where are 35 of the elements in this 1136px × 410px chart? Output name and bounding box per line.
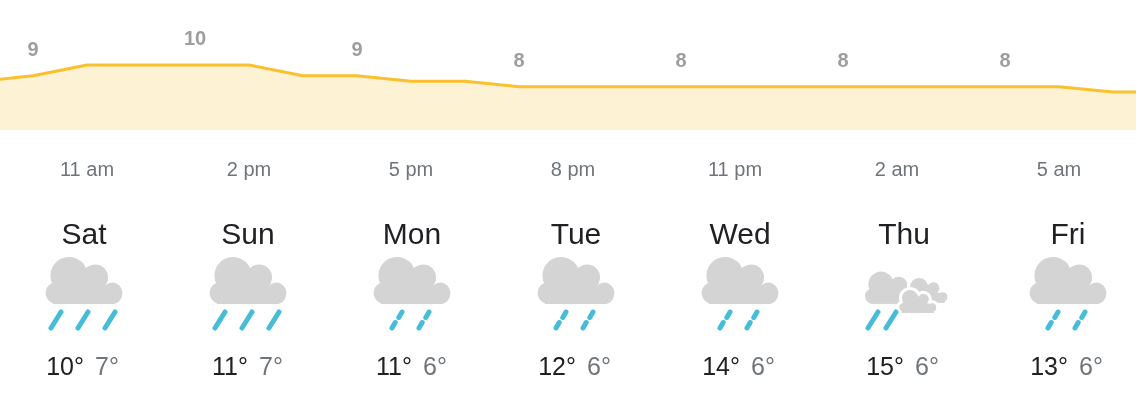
data-label: 13°	[1030, 351, 1068, 380]
data-label: 7°	[95, 351, 119, 380]
category-label: Mon	[382, 216, 442, 250]
x-tick-label: 5 am	[1036, 158, 1082, 180]
data-label: 12°	[538, 351, 576, 380]
data-label: 6°	[1079, 351, 1103, 380]
data-label: 8	[675, 48, 687, 71]
category-label: Tue	[550, 216, 602, 250]
x-tick-label: 2 pm	[226, 158, 272, 180]
x-tick-label: 8 pm	[550, 158, 596, 180]
data-label: 14°	[702, 351, 740, 380]
data-label: 10°	[46, 351, 84, 380]
data-label: 8	[513, 48, 525, 71]
data-label: 8	[999, 48, 1011, 71]
data-label: 9	[351, 37, 363, 60]
category-label: Wed	[709, 216, 771, 250]
category-label: Sat	[61, 216, 108, 250]
data-label: 10	[183, 27, 207, 49]
data-label: 15°	[866, 351, 904, 380]
data-label: 11°	[376, 351, 412, 380]
data-label: 9	[27, 37, 39, 60]
x-tick-label: 11 pm	[707, 158, 763, 180]
category-label: Thu	[878, 216, 930, 250]
data-label: 11°	[212, 351, 248, 380]
data-label: 6°	[751, 351, 775, 380]
data-label: 8	[837, 48, 849, 71]
category-label: Fri	[1050, 216, 1086, 250]
data-label: 7°	[259, 351, 283, 380]
x-tick-label: 11 am	[59, 158, 115, 180]
data-label: 6°	[423, 351, 447, 380]
data-label: 6°	[915, 351, 939, 380]
x-tick-label: 2 am	[874, 158, 920, 180]
data-label: 6°	[587, 351, 611, 380]
x-tick-label: 5 pm	[388, 158, 434, 180]
category-label: Sun	[221, 216, 275, 250]
